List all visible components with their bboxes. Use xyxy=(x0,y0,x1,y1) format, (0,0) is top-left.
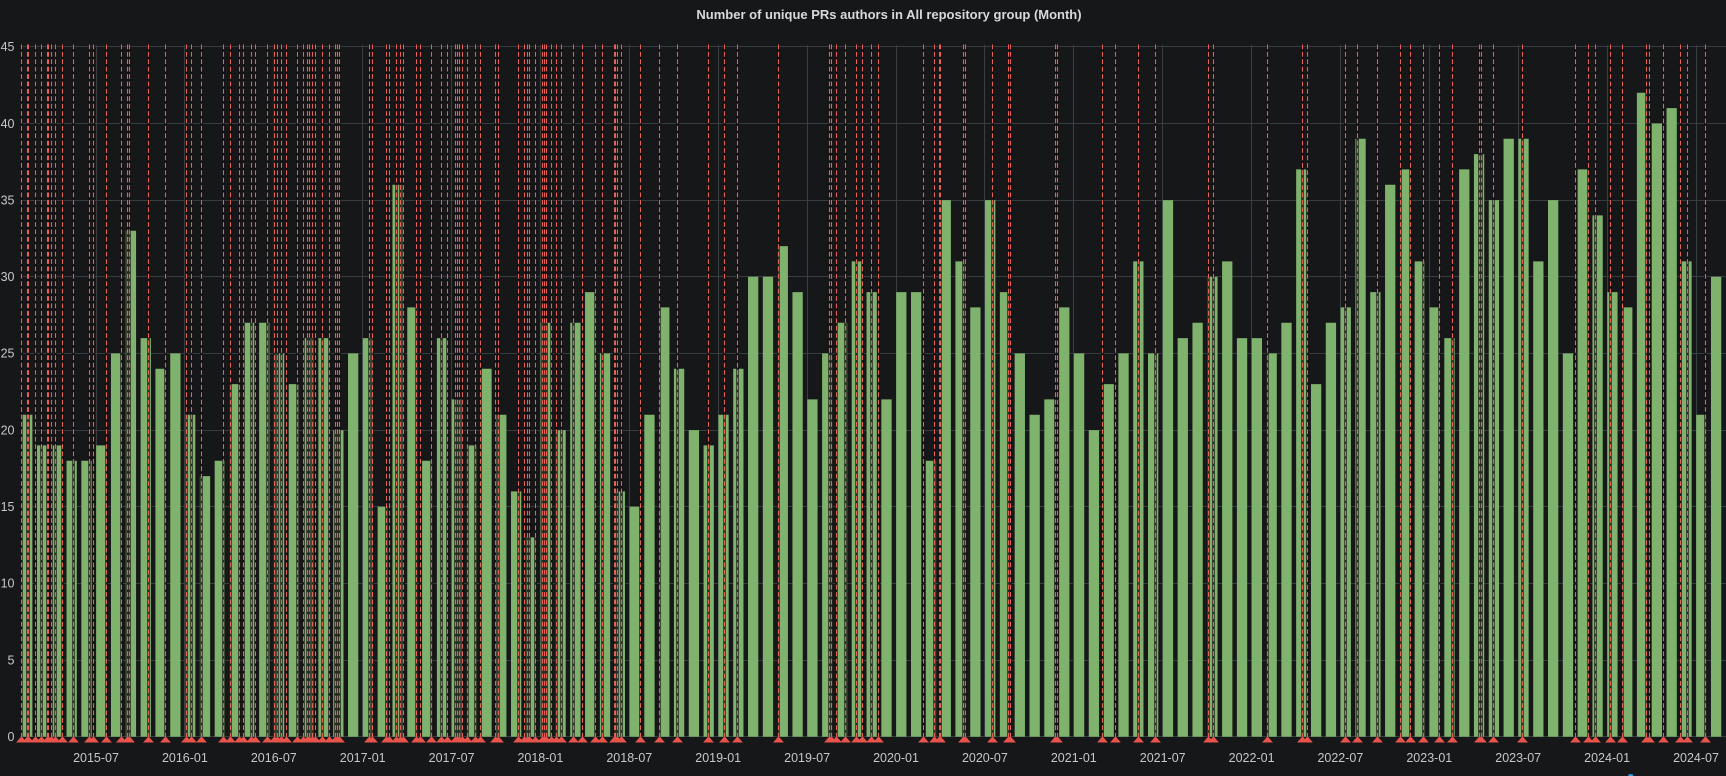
svg-text:2023-01: 2023-01 xyxy=(1406,751,1452,765)
svg-text:35: 35 xyxy=(1,193,15,207)
svg-text:2018-01: 2018-01 xyxy=(517,751,563,765)
svg-text:2019-07: 2019-07 xyxy=(784,751,830,765)
svg-text:2022-01: 2022-01 xyxy=(1229,751,1275,765)
svg-text:25: 25 xyxy=(1,347,15,361)
svg-text:30: 30 xyxy=(1,270,15,284)
svg-text:2022-07: 2022-07 xyxy=(1317,751,1363,765)
svg-text:15: 15 xyxy=(1,500,15,514)
svg-text:2015-07: 2015-07 xyxy=(73,751,119,765)
svg-text:2023-07: 2023-07 xyxy=(1495,751,1541,765)
svg-text:2017-07: 2017-07 xyxy=(429,751,475,765)
svg-text:2024-01: 2024-01 xyxy=(1584,751,1630,765)
svg-text:2024-07: 2024-07 xyxy=(1673,751,1719,765)
svg-text:2016-01: 2016-01 xyxy=(162,751,208,765)
svg-text:2017-01: 2017-01 xyxy=(340,751,386,765)
svg-text:20: 20 xyxy=(1,423,15,437)
svg-text:2018-07: 2018-07 xyxy=(606,751,652,765)
svg-text:40: 40 xyxy=(1,117,15,131)
svg-text:Number of unique PRs authors i: Number of unique PRs authors in All repo… xyxy=(696,7,1081,22)
svg-text:45: 45 xyxy=(1,40,15,54)
svg-text:2020-07: 2020-07 xyxy=(962,751,1008,765)
svg-text:10: 10 xyxy=(1,577,15,591)
svg-text:2016-07: 2016-07 xyxy=(251,751,297,765)
svg-text:5: 5 xyxy=(8,653,15,667)
svg-text:2021-07: 2021-07 xyxy=(1140,751,1186,765)
svg-text:2020-01: 2020-01 xyxy=(873,751,919,765)
svg-text:0: 0 xyxy=(8,730,15,744)
svg-text:2021-01: 2021-01 xyxy=(1051,751,1097,765)
svg-text:2019-01: 2019-01 xyxy=(695,751,741,765)
